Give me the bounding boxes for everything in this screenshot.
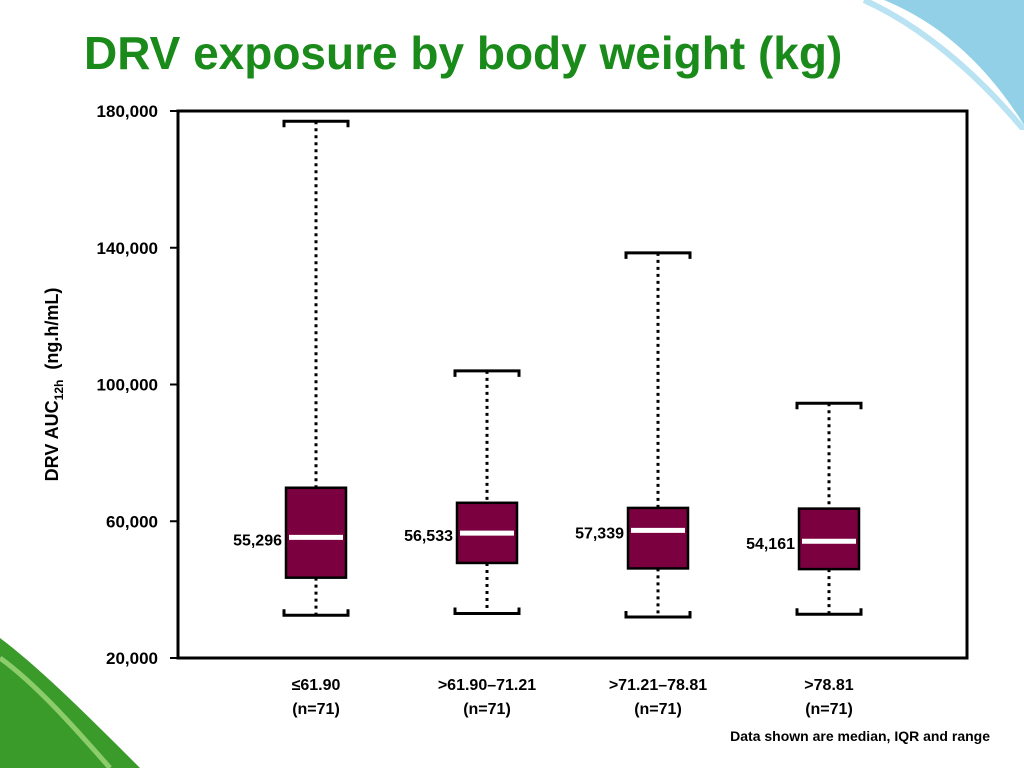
footnote: Data shown are median, IQR and range	[730, 728, 990, 744]
y-tick-label: 100,000	[97, 376, 158, 395]
median-value-label: 54,161	[746, 536, 795, 553]
decorative-wave-bottom	[0, 638, 140, 768]
decorative-wave-top	[862, 0, 1024, 130]
y-tick-label: 60,000	[106, 512, 158, 531]
category-n-label: (n=71)	[805, 701, 853, 718]
iqr-box	[626, 506, 690, 570]
whisker-cap-max	[282, 119, 350, 128]
whisker-cap-min	[453, 607, 521, 616]
category-n-label: (n=71)	[634, 701, 682, 718]
category-n-label: (n=71)	[463, 701, 511, 718]
y-tick-label: 140,000	[97, 239, 158, 258]
whisker-cap-max	[453, 369, 521, 377]
whisker-cap-min	[624, 610, 692, 619]
median-value-label: 55,296	[233, 532, 282, 549]
page-title: DRV exposure by body weight (kg)	[84, 27, 843, 79]
whisker-cap-min	[795, 608, 863, 616]
y-tick-label: 20,000	[106, 649, 158, 668]
median-value-label: 57,339	[575, 525, 624, 542]
whisker-cap-min	[282, 609, 350, 617]
category-label: >78.81	[804, 677, 853, 694]
iqr-box	[284, 486, 348, 579]
whisker-cap-max	[795, 401, 863, 410]
category-label: ≤61.90	[292, 677, 341, 694]
category-label: >71.21–78.81	[609, 677, 707, 694]
median-value-label: 56,533	[404, 528, 453, 545]
category-n-label: (n=71)	[292, 701, 340, 718]
y-axis-label: DRV AUC12h (ng.h/mL)	[42, 288, 66, 482]
whisker-cap-max	[624, 251, 692, 259]
y-tick-label: 180,000	[97, 102, 158, 121]
category-label: >61.90–71.21	[438, 677, 536, 694]
